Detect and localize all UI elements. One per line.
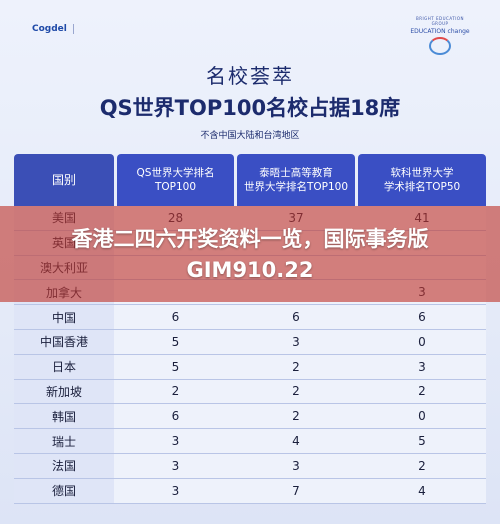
table-header: 国别 QS世界大学排名 TOP100 泰晤士高等教育 世界大学排名TOP100 软科… — [14, 154, 486, 206]
header-qs: QS世界大学排名 TOP100 — [117, 154, 234, 206]
cell-qs: 3 — [171, 434, 180, 449]
cell-country: 德国 — [14, 478, 114, 503]
table-row: 日本 5 2 3 — [14, 354, 486, 380]
cell-the: 2 — [292, 359, 300, 374]
cell-country: 瑞士 — [14, 429, 114, 453]
cell-arwu: 2 — [418, 384, 426, 399]
cell-the: 2 — [292, 409, 300, 424]
table-row: 韩国 6 2 0 — [14, 404, 486, 430]
page-title: 名校荟萃 — [206, 64, 294, 88]
cell-country: 中国 — [14, 305, 114, 329]
table-row: 中国 6 6 6 — [14, 305, 486, 330]
logo-small-text: BRIGHT EDUCATION GROUP — [415, 16, 465, 26]
cell-the: 7 — [292, 483, 300, 498]
header-the: 泰晤士高等教育 世界大学排名TOP100 — [237, 154, 355, 206]
cell-the: 4 — [292, 434, 300, 449]
education-change-logo: BRIGHT EDUCATION GROUP EDUCATION change — [408, 16, 472, 62]
cell-qs: 2 — [171, 384, 180, 399]
cell-arwu: 0 — [418, 409, 426, 424]
cell-the: 3 — [292, 458, 300, 473]
cell-the: 3 — [292, 334, 300, 349]
cell-qs: 3 — [171, 458, 180, 473]
cell-qs: 3 — [171, 483, 180, 498]
cell-qs: 5 — [171, 334, 180, 349]
cell-arwu: 4 — [418, 483, 426, 498]
subtitle: 不含中国大陆和台湾地区 — [200, 131, 300, 141]
cell-arwu: 5 — [418, 434, 426, 449]
table-row: 瑞士 3 4 5 — [14, 429, 486, 454]
cell-qs: 5 — [171, 359, 180, 374]
cell-country: 韩国 — [14, 404, 114, 429]
cell-qs: 6 — [171, 409, 180, 424]
table-row: 新加坡 2 2 2 — [14, 379, 486, 405]
emblem-icon — [429, 37, 451, 55]
overlay-banner — [0, 206, 500, 302]
cell-country: 新加坡 — [14, 379, 114, 404]
table-row: 中国香港 5 3 0 — [14, 329, 486, 355]
cogdel-logo: Cogdel — [32, 24, 80, 34]
cell-arwu: 3 — [418, 359, 426, 374]
cell-country: 中国香港 — [14, 329, 114, 354]
header-arwu: 软科世界大学 学术排名TOP50 — [358, 154, 486, 206]
headline-title: QS世界TOP100名校占据18席 — [99, 96, 401, 120]
table-row: 德国 3 7 4 — [14, 478, 486, 504]
logo-edu-text: EDUCATION change — [410, 28, 470, 35]
overlay-headline: 香港二四六开奖资料一览，国际事务版GIM910.22 — [71, 227, 429, 282]
cell-arwu: 0 — [418, 334, 426, 349]
logo-divider — [72, 24, 74, 34]
cell-the: 2 — [292, 384, 300, 399]
header-country: 国别 — [14, 154, 114, 206]
cell-arwu: 6 — [418, 310, 426, 325]
cell-country: 日本 — [14, 354, 114, 379]
cell-the: 6 — [292, 310, 300, 325]
table-row: 法国 3 3 2 — [14, 453, 486, 479]
cell-arwu: 2 — [418, 458, 426, 473]
cogdel-brand-text: Cogdel — [32, 24, 67, 34]
cell-country: 法国 — [14, 453, 114, 478]
cell-qs: 6 — [171, 310, 180, 325]
